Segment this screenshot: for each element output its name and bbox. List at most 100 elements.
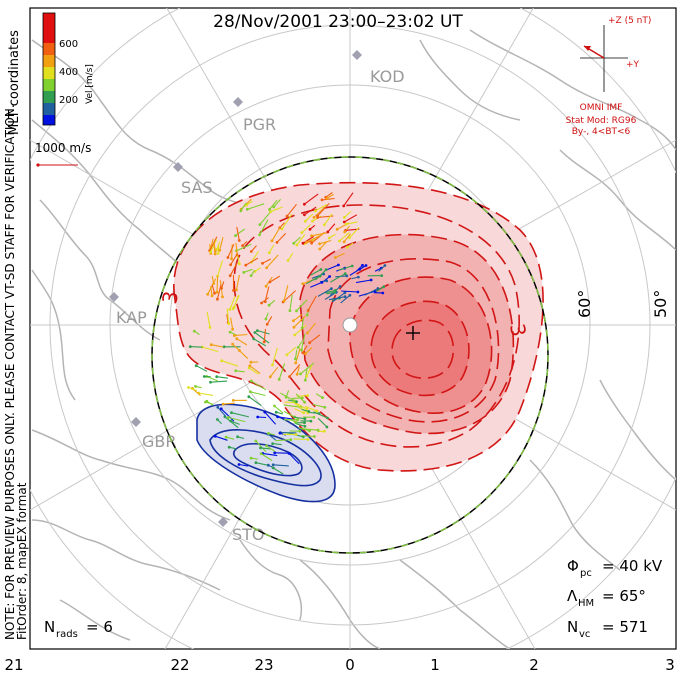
positive-potential-cell: [173, 181, 544, 472]
velocity-vector-origin: [321, 396, 324, 399]
velocity-vector-origin: [325, 279, 329, 283]
velocity-vector-origin: [318, 274, 322, 278]
contour-label-dusk: 3: [157, 289, 183, 306]
velocity-vector-origin: [234, 369, 238, 373]
velocity-vector-origin: [275, 241, 279, 244]
velocity-vector-origin: [334, 288, 337, 292]
velocity-vector-origin: [221, 402, 225, 406]
velocity-vector-origin: [325, 425, 329, 429]
velocity-vector: [238, 463, 249, 467]
coordinates-note: MLT coordinates: [7, 30, 22, 135]
velocity-vector-origin: [271, 442, 274, 445]
velocity-vector: [275, 439, 291, 442]
velocity-vector-origin: [231, 327, 235, 331]
velocity-vector: [211, 284, 216, 294]
velocity-vector: [356, 279, 372, 284]
velocity-vector: [266, 254, 279, 269]
velocity-vector: [272, 467, 284, 475]
velocity-vector-origin: [305, 313, 309, 317]
velocity-vector-origin: [274, 410, 278, 414]
velocity-vector: [338, 265, 353, 271]
velocity-vector: [340, 294, 351, 304]
velocity-vector-origin: [323, 223, 326, 227]
velocity-vector: [224, 416, 239, 429]
velocity-vector-origin: [306, 331, 309, 335]
velocity-vector-origin: [342, 204, 346, 208]
velocity-vector-origin: [238, 262, 241, 266]
velocity-vector: [280, 392, 295, 402]
velocity-vector-origin: [249, 360, 253, 364]
velocity-vector-origin: [229, 263, 233, 267]
velocity-vector: [210, 286, 213, 296]
velocity-vector: [266, 445, 276, 453]
velocity-vector-origin: [300, 231, 304, 235]
velocity-vector: [330, 273, 346, 283]
velocity-vector: [260, 447, 271, 450]
velocity-vector-origin: [249, 390, 252, 394]
velocity-vector-origin: [254, 461, 258, 465]
velocity-vector-origin: [316, 428, 320, 432]
stats-n-vc: N vc = 571: [567, 618, 648, 640]
velocity-vector: [230, 420, 240, 425]
velocity-vector-origin: [301, 241, 305, 245]
velocity-vector-origin: [242, 271, 246, 274]
velocity-vector-origin: [383, 264, 387, 267]
velocity-vector: [293, 314, 303, 322]
velocity-vector: [289, 364, 301, 377]
velocity-vector-origin: [300, 326, 304, 330]
velocity-vector-origin: [216, 405, 220, 409]
velocity-vector-origin: [301, 282, 305, 286]
radar-label-sto: STO: [232, 525, 265, 544]
velocity-vector: [317, 288, 332, 297]
velocity-vector-origin: [252, 337, 256, 341]
velocity-vector: [243, 268, 253, 273]
velocity-vector-origin: [350, 264, 354, 268]
velocity-vector: [301, 224, 311, 234]
velocity-vector: [235, 228, 246, 237]
mlt-tick-22: 22: [170, 656, 189, 674]
velocity-vector-origin: [306, 438, 310, 441]
velocity-vector-origin: [307, 410, 311, 413]
velocity-vector-origin: [208, 326, 212, 329]
velocity-vector-origin: [381, 291, 385, 295]
velocity-vector: [227, 243, 235, 258]
velocity-vector-origin: [295, 372, 299, 376]
velocity-vector: [298, 427, 310, 432]
velocity-vector-origin: [319, 268, 323, 271]
velocity-vector: [253, 338, 267, 347]
velocity-vector: [324, 289, 336, 294]
velocity-vector: [217, 406, 227, 417]
velocity-vector: [344, 214, 358, 223]
velocity-vector: [221, 360, 239, 367]
velocity-vector-origin: [303, 400, 306, 404]
radar-markers: [109, 50, 362, 527]
velocity-vector: [260, 453, 273, 462]
velocity-vector-origin: [249, 456, 253, 460]
velocity-vector: [228, 416, 246, 423]
velocity-vector: [295, 422, 306, 427]
velocity-vector-origin: [292, 241, 296, 245]
velocity-vector-origin: [254, 439, 258, 443]
velocity-vector-origin: [303, 424, 307, 428]
velocity-vector: [188, 386, 198, 392]
velocity-vector: [271, 347, 278, 366]
velocity-vector-origin: [295, 309, 298, 313]
velocity-vector-origin: [369, 278, 373, 282]
velocity-vector-origin: [295, 400, 298, 404]
velocity-vector: [310, 269, 322, 276]
velocity-vectors: [187, 192, 387, 475]
velocity-vector: [226, 308, 230, 324]
velocity-vector: [294, 408, 304, 414]
nvc-symbol: N: [567, 618, 578, 636]
lambda-subscript: HM: [578, 598, 594, 609]
velocity-vector: [313, 411, 328, 419]
velocity-vector-origin: [267, 251, 271, 255]
radar-label-pgr: PGR: [243, 115, 276, 134]
velocity-vector-origin: [305, 374, 309, 378]
velocity-vector: [310, 281, 323, 288]
velocity-vector: [323, 213, 333, 226]
velocity-vector-origin: [364, 264, 368, 267]
velocity-vector-origin: [305, 407, 309, 411]
velocity-vector: [283, 410, 295, 418]
